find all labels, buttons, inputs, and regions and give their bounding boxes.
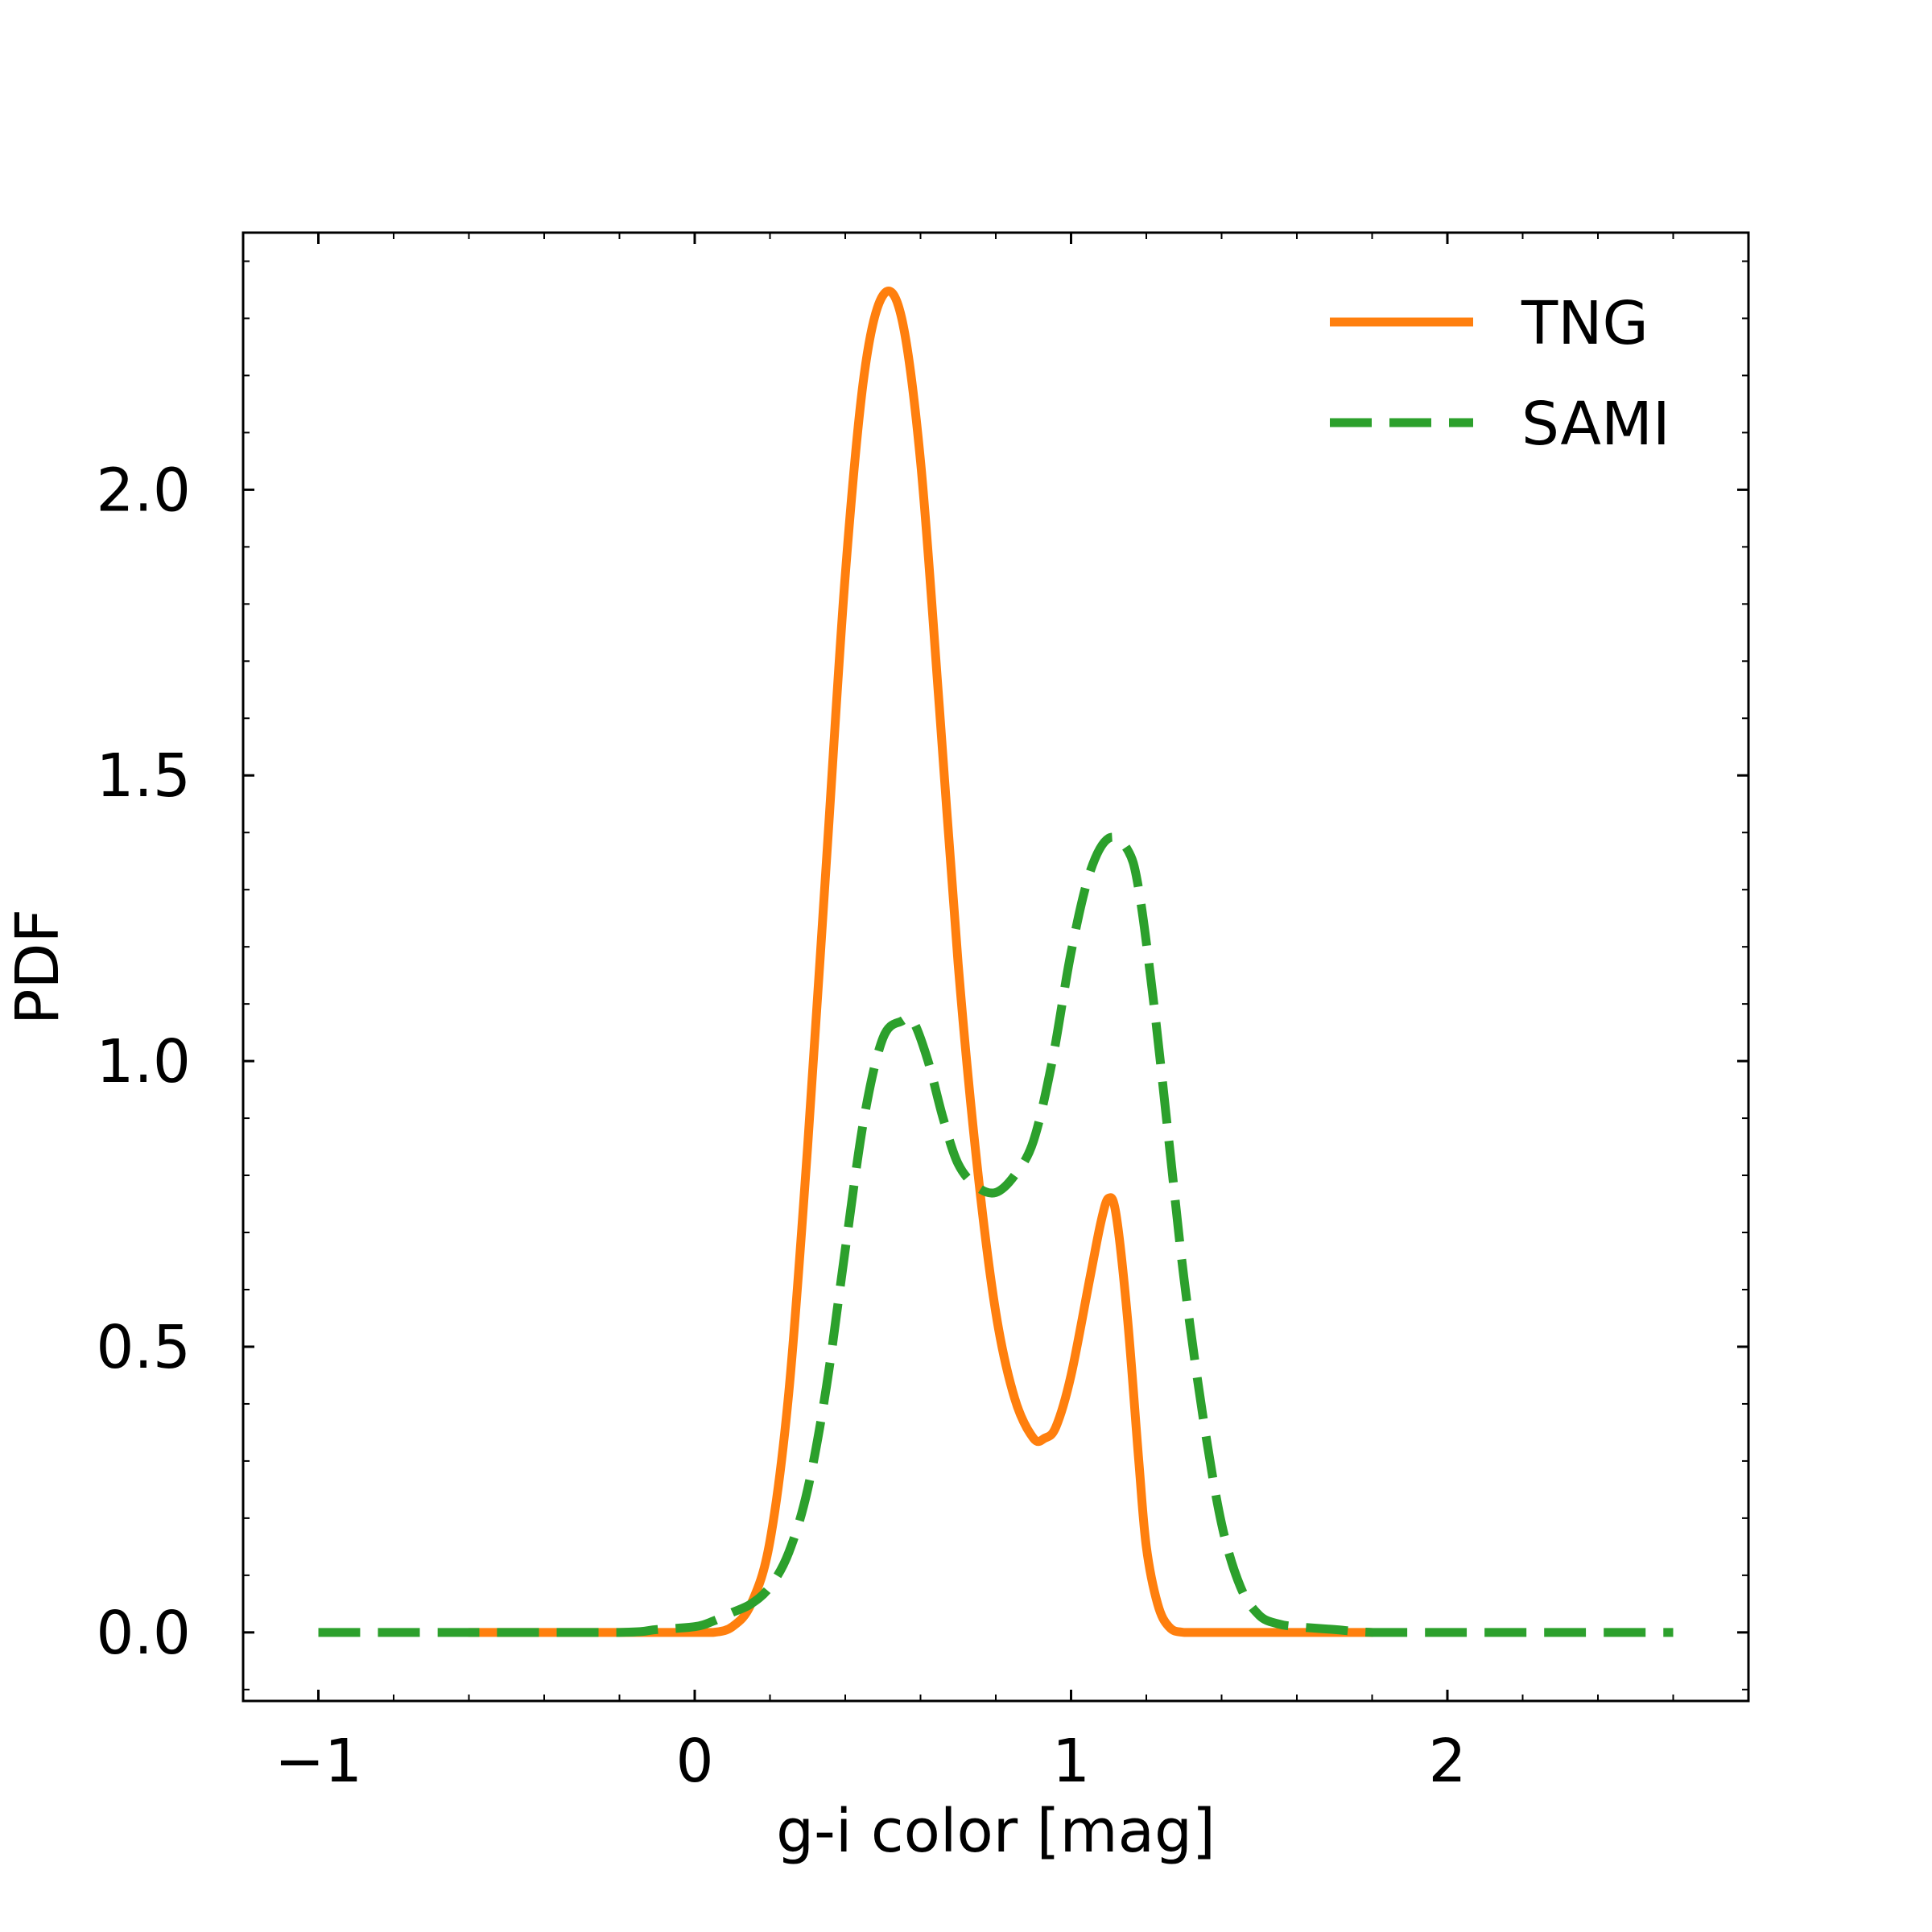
y-axis-label: PDF (3, 909, 72, 1025)
series-line-sami (318, 832, 1674, 1637)
x-axis-label: g-i color [mag] (776, 1797, 1216, 1866)
y-tick-label: 1.5 (96, 741, 191, 811)
y-tick-label: 1.0 (96, 1027, 191, 1096)
x-tick-label: 2 (1428, 1727, 1466, 1796)
legend-label-sami: SAMI (1521, 390, 1670, 459)
y-tick-label: 0.5 (96, 1313, 191, 1382)
x-tick-label: −1 (275, 1727, 362, 1796)
series-line-tng (464, 287, 1377, 1637)
legend: TNG SAMI (1330, 289, 1670, 459)
x-tick-label: 0 (675, 1727, 713, 1796)
legend-label-tng: TNG (1521, 289, 1649, 358)
y-tick-label: 0.0 (96, 1599, 191, 1668)
x-tick-label: 1 (1052, 1727, 1090, 1796)
y-tick-label: 2.0 (96, 456, 191, 525)
